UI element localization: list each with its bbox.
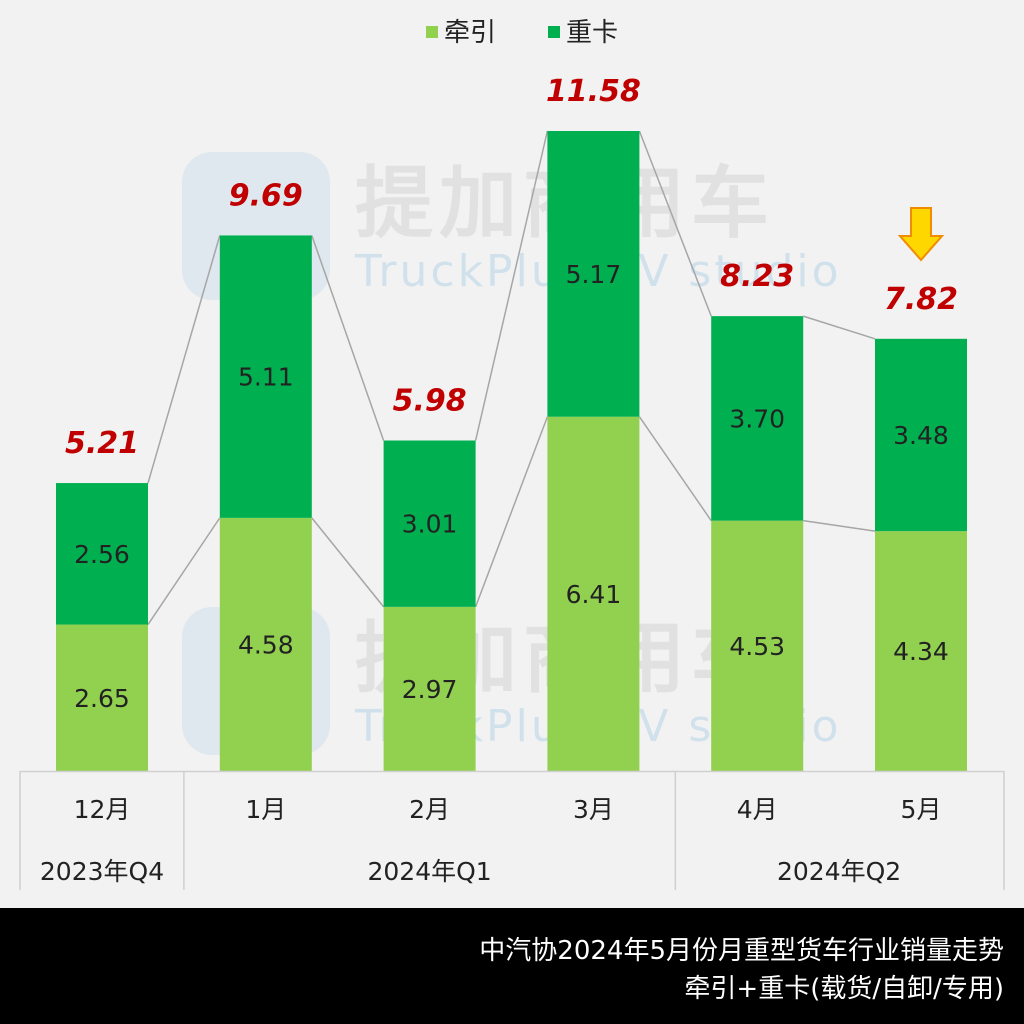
bar-qianyin <box>711 520 804 771</box>
footer-subtitle: 牵引+重卡(载货/自卸/专用) <box>684 974 1004 1004</box>
bar-qianyin <box>219 517 312 771</box>
bar-qianyin <box>875 531 967 771</box>
legend-swatch-1 <box>548 26 560 38</box>
bar-value-label: 4.53 <box>729 632 785 661</box>
total-label: 8.23 <box>720 259 794 294</box>
footer-title: 中汽协2024年5月份月重型货车行业销量走势 <box>479 936 1004 966</box>
connector-line <box>803 519 876 532</box>
x-tick-label: 12月 <box>74 795 131 824</box>
bar-qianyin <box>383 606 476 771</box>
footer-caption: 中汽协2024年5月份月重型货车行业销量走势 牵引+重卡(载货/自卸/专用) <box>0 908 1024 1024</box>
connector-line <box>311 235 385 441</box>
x-group-label: 2024年Q2 <box>777 857 901 886</box>
legend-label-1: 重卡 <box>566 18 618 48</box>
x-tick-label: 1月 <box>245 795 286 824</box>
bar-value-label: 5.17 <box>566 260 622 289</box>
bar-zhongka <box>547 131 640 417</box>
total-label: 9.69 <box>229 178 303 213</box>
bar-value-label: 4.58 <box>238 630 294 659</box>
bar-value-label: 2.65 <box>74 684 130 713</box>
bar-value-label: 3.48 <box>893 421 949 450</box>
x-group-label: 2023年Q4 <box>40 857 164 886</box>
connector-line <box>638 416 712 522</box>
total-label: 5.98 <box>393 383 467 418</box>
connector-line <box>638 130 712 317</box>
down-arrow-icon <box>897 207 945 262</box>
bar-zhongka <box>383 440 476 607</box>
bar-zhongka <box>56 483 148 625</box>
bar-qianyin <box>547 416 640 771</box>
connector-line <box>474 416 549 608</box>
x-tick-label: 3月 <box>573 795 614 824</box>
connector-line <box>147 235 221 484</box>
bar-qianyin <box>56 624 148 771</box>
bar-value-label: 5.11 <box>238 363 294 392</box>
legend-swatch-0 <box>426 26 438 38</box>
total-label: 11.58 <box>546 74 641 109</box>
bar-value-label: 3.70 <box>729 404 785 433</box>
total-label: 7.82 <box>884 282 958 317</box>
bar-zhongka <box>219 235 312 518</box>
bar-zhongka <box>875 338 967 532</box>
connector-line <box>802 315 876 340</box>
bar-value-label: 2.56 <box>74 540 130 569</box>
connector-line <box>147 517 221 625</box>
legend-label-0: 牵引 <box>444 18 496 48</box>
x-group-label: 2024年Q1 <box>367 857 491 886</box>
bar-value-label: 4.34 <box>893 637 949 666</box>
total-label: 5.21 <box>65 426 139 461</box>
bar-value-label: 6.41 <box>566 580 622 609</box>
bar-value-label: 2.97 <box>402 675 458 704</box>
stacked-bar-chart: 提加商用车TruckPlus CV studio提加商用车TruckPlus C… <box>19 18 1005 890</box>
connector-line <box>311 517 385 608</box>
x-tick-label: 5月 <box>901 795 942 824</box>
bar-zhongka <box>711 316 804 521</box>
x-tick-label: 2月 <box>409 795 450 824</box>
connector-line <box>474 130 549 441</box>
bar-value-label: 3.01 <box>402 510 458 539</box>
x-tick-label: 4月 <box>737 795 778 824</box>
